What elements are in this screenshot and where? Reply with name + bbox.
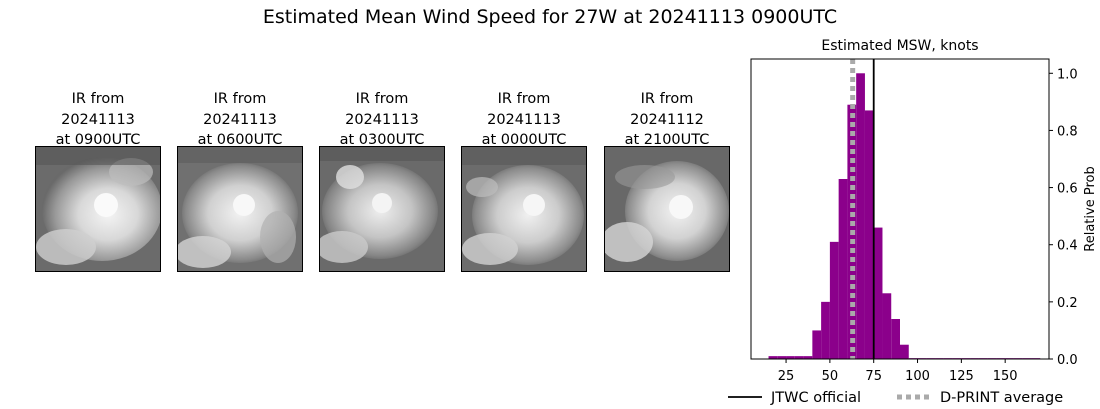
ir-satellite-image-1 — [35, 146, 161, 272]
chart-legend: JTWC official D-PRINT average — [728, 390, 1063, 406]
ir-panel-line-1: IR from — [497, 91, 551, 107]
x-tick-label: 150 — [993, 369, 1018, 384]
ir-panel-date: 20241113 — [61, 111, 135, 128]
ir-satellite-image-5 — [604, 146, 730, 272]
histogram-bar — [821, 301, 830, 359]
histogram-bar — [900, 344, 909, 359]
plot-frame — [750, 58, 1050, 360]
ir-satellite-image-2 — [177, 146, 303, 272]
ir-panel-label-1: IR from 20241113 at 0900UTC — [35, 89, 161, 151]
x-tick-label: 50 — [822, 369, 839, 384]
histogram-bar — [812, 330, 822, 359]
ir-panel-time: at 2100UTC — [624, 132, 710, 148]
x-tick-label: 75 — [865, 369, 882, 384]
histogram-bar — [873, 227, 883, 359]
ir-satellite-image-3 — [319, 146, 445, 272]
histogram-bar — [803, 356, 813, 359]
x-axis-ticks: 25 50 75 100 125 150 — [778, 359, 1018, 384]
y-tick-label: 0.4 — [1057, 239, 1078, 254]
histogram-bar — [794, 356, 804, 359]
ir-panel-time: at 0300UTC — [339, 132, 425, 148]
histogram-bar — [864, 110, 874, 359]
ir-panel-line-1: IR from — [213, 91, 267, 107]
y-tick-label: 0.8 — [1057, 124, 1078, 139]
ir-panel-line-1: IR from — [355, 91, 409, 107]
histogram-bar — [856, 73, 865, 360]
ir-panel-line-1: IR from — [640, 91, 694, 107]
ir-panel-time: at 0600UTC — [197, 132, 283, 148]
ir-panel-time: at 0900UTC — [55, 132, 141, 148]
y-axis-ticks: 0.0 0.2 0.4 0.6 0.8 1.0 — [1049, 67, 1078, 368]
ir-panel-label-4: IR from 20241113 at 0000UTC — [461, 89, 587, 151]
legend-jtwc-label: JTWC official — [770, 390, 861, 406]
ir-panel-label-5: IR from 20241112 at 2100UTC — [604, 89, 730, 151]
ir-panel-line-1: IR from — [71, 91, 125, 107]
y-axis-label: Relative Prob — [1083, 166, 1098, 251]
histogram-bar — [777, 356, 787, 359]
reference-lines — [850, 59, 875, 359]
x-tick-label: 125 — [949, 369, 974, 384]
histogram-bars — [768, 73, 1041, 360]
histogram-bar — [829, 241, 839, 359]
ir-panel-date: 20241113 — [203, 111, 277, 128]
ir-panel-time: at 0000UTC — [481, 132, 567, 148]
ir-panel-label-2: IR from 20241113 at 0600UTC — [177, 89, 303, 151]
y-tick-label: 1.0 — [1057, 67, 1078, 82]
histogram-bar — [882, 293, 892, 359]
ir-panel-label-3: IR from 20241113 at 0300UTC — [319, 89, 445, 151]
y-tick-label: 0.0 — [1057, 353, 1078, 368]
legend-dprint-label: D-PRINT average — [940, 390, 1063, 406]
histogram-bar — [838, 179, 848, 359]
ir-panel-date: 20241113 — [345, 111, 419, 128]
ir-panel-date: 20241112 — [630, 111, 704, 128]
histogram-bar — [786, 356, 795, 359]
y-tick-label: 0.6 — [1057, 182, 1078, 197]
x-tick-label: 100 — [905, 369, 930, 384]
ir-panel-date: 20241113 — [487, 111, 561, 128]
figure-title: Estimated Mean Wind Speed for 27W at 202… — [262, 6, 838, 28]
x-tick-label: 25 — [778, 369, 795, 384]
histogram-bar — [891, 319, 900, 359]
ir-satellite-image-4 — [461, 146, 587, 272]
chart-title: Estimated MSW, knots — [821, 38, 978, 54]
histogram-bar — [768, 356, 778, 359]
y-tick-label: 0.2 — [1057, 296, 1078, 311]
